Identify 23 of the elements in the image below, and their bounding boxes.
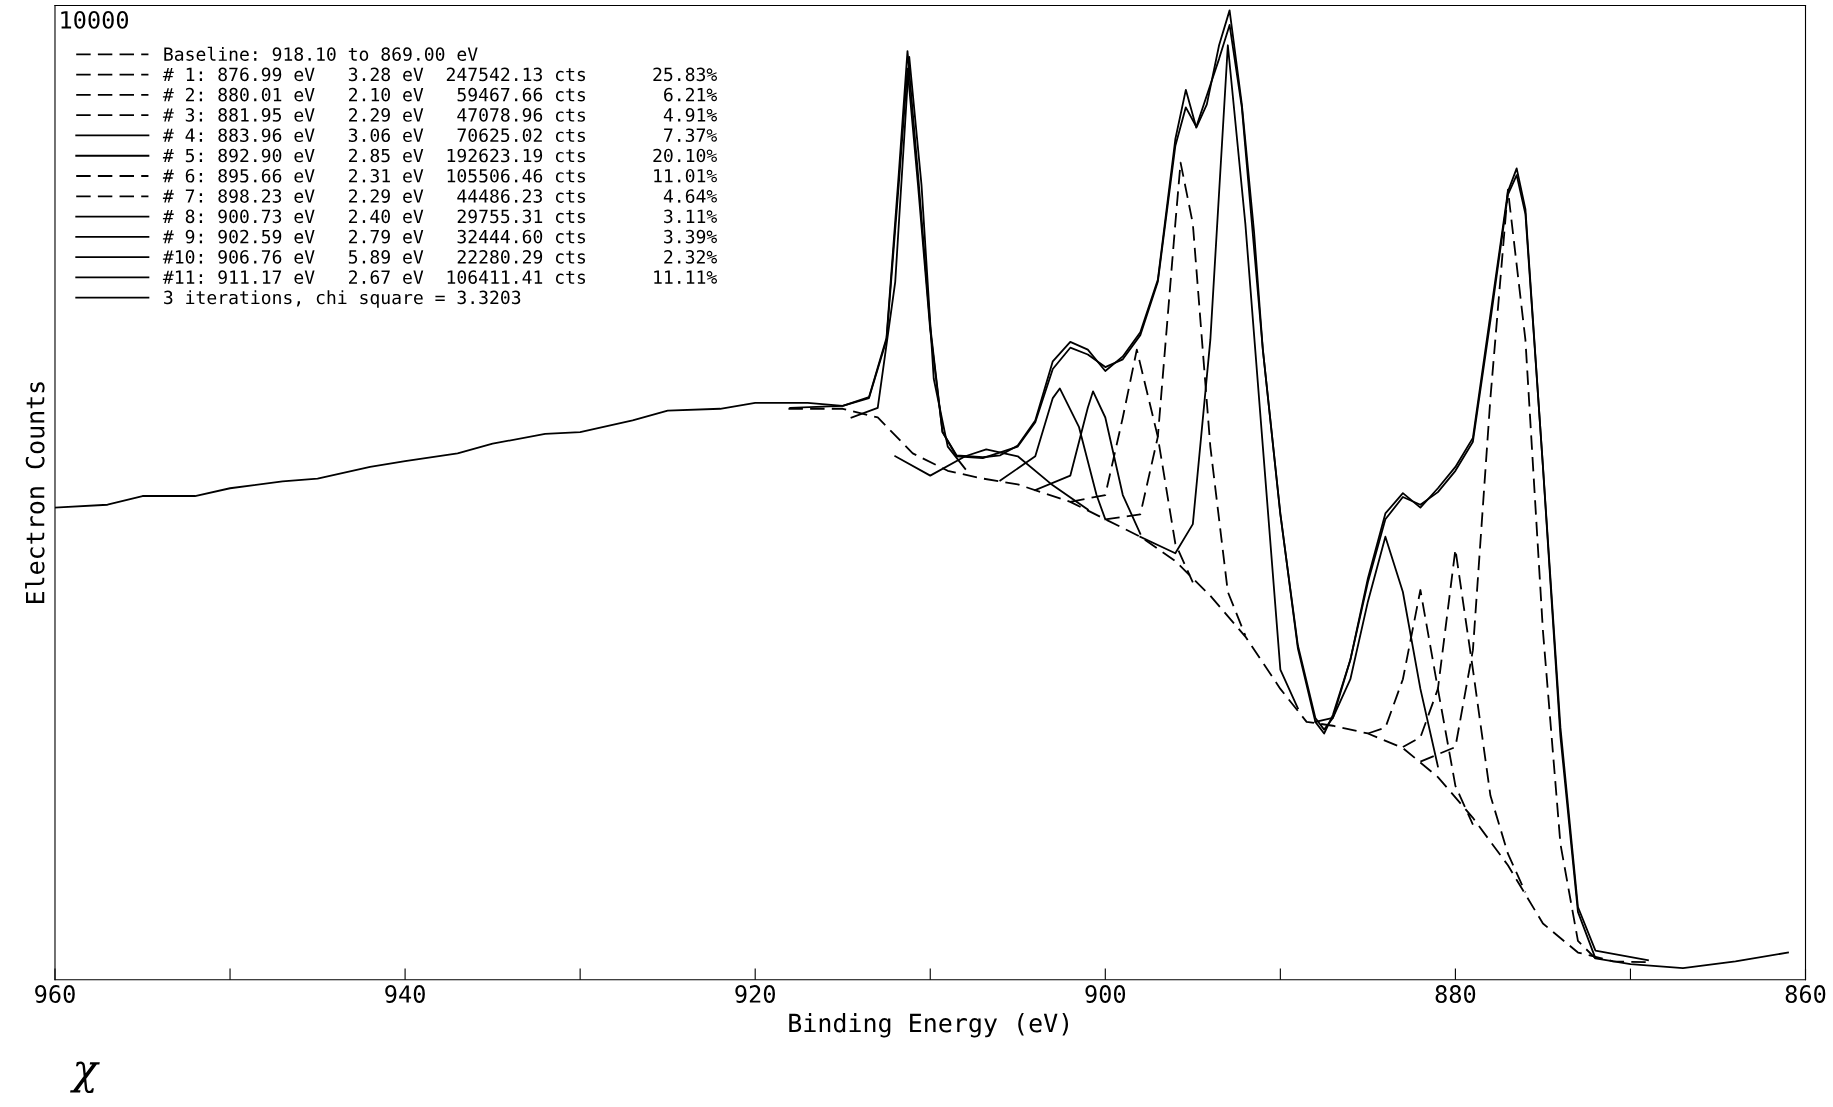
x-tick-label: 920: [735, 985, 775, 1003]
legend-label: # 4: 883.96 eV 3.06 eV 70625.02 cts 7.37%: [162, 128, 717, 143]
legend-label: # 3: 881.95 eV 2.29 eV 47078.96 cts 4.91%: [162, 108, 717, 122]
text: χ: [70, 1061, 100, 1094]
legend-label: # 9: 902.59 eV 2.79 eV 32444.60 cts 3.39%: [162, 229, 717, 244]
legend-label: # 1: 876.99 eV 3.28 eV 247542.13 cts 25.83%: [162, 67, 717, 82]
x-tick-label: 880: [1435, 985, 1476, 1003]
legend-label: # 6: 895.66 eV 2.31 eV 105506.46 cts 11.01%: [162, 168, 717, 183]
legend-label: # 7: 898.23 eV 2.29 eV 44486.23 cts 4.64%: [162, 189, 717, 203]
legend-label: #10: 906.76 eV 5.89 eV 22280.29 cts 2.32%: [162, 250, 717, 264]
x-tick-label: 860: [1785, 985, 1826, 1003]
legend-label: Baseline: 918.10 to 869.00 eV: [164, 46, 478, 61]
legend-label: # 5: 892.90 eV 2.85 eV 192623.19 cts 20.10%: [162, 148, 717, 163]
legend-label: #11: 911.17 eV 2.67 eV 106411.41 cts 11.11%: [162, 270, 717, 284]
legend-label: # 2: 880.01 eV 2.10 eV 59467.66 cts 6.21%: [162, 87, 717, 102]
x-tick-label: 960: [35, 985, 75, 1003]
x-axis-title: Binding Energy (eV): [789, 1013, 1069, 1038]
legend-label: # 8: 900.73 eV 2.40 eV 29755.31 cts 3.11%: [162, 209, 717, 224]
legend-label: 3 iterations, chi square = 3.3203: [164, 290, 521, 308]
y-axis-title: Electron Counts: [25, 382, 45, 604]
x-tick-label: 900: [1085, 985, 1126, 1003]
x-tick-label: 940: [385, 985, 425, 1003]
annotation: 10000: [61, 10, 129, 29]
